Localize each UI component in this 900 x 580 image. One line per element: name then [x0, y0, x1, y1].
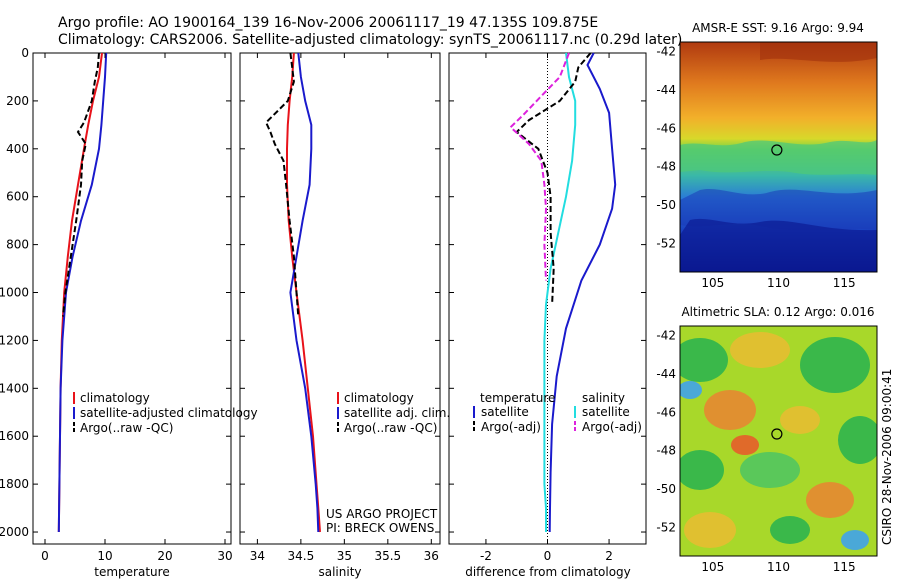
y-tick-label: 200 — [6, 94, 29, 108]
y-tick-label: 2000 — [0, 525, 29, 539]
credit-pi: PI: BRECK OWENS — [326, 521, 434, 535]
header-line1: Argo profile: AO 1900164_139 16-Nov-2006… — [58, 15, 598, 31]
map-y-tick-label: -50 — [656, 198, 676, 212]
series-argo-raw-qc- — [264, 52, 300, 317]
legend-heading-salinity: salinity — [582, 391, 625, 405]
map-y-tick-label: -44 — [656, 367, 676, 381]
legend-label-climatology: climatology — [344, 391, 414, 405]
header-line2: Climatology: CARS2006. Satellite-adjuste… — [58, 32, 682, 48]
map-y-tick-label: -46 — [656, 121, 676, 135]
credit-project: US ARGO PROJECT — [326, 507, 438, 521]
x-tick-label: 0 — [544, 549, 552, 563]
legend-label-climatology: climatology — [80, 391, 150, 405]
map-y-tick-label: -48 — [656, 444, 676, 458]
x-tick-label: 0 — [41, 549, 49, 563]
temperature-xlabel: temperature — [94, 565, 169, 579]
salinity-legend: climatology satellite adj. clim. Argo(..… — [337, 391, 450, 435]
profile-curves — [57, 52, 617, 533]
series-argo-raw-qc- — [62, 52, 100, 317]
y-tick-label: 1800 — [0, 477, 29, 491]
temperature-legend: climatology satellite-adjusted climatolo… — [73, 391, 258, 435]
sla-map-image — [680, 326, 877, 556]
series-satellite-adj-clim- — [289, 52, 320, 533]
sst-map-frame — [679, 41, 878, 273]
salinity-xlabel: salinity — [318, 565, 361, 579]
x-tick-label: 20 — [157, 549, 172, 563]
x-tick-label: 34.5 — [288, 549, 315, 563]
credit-csiro: CSIRO 28-Nov-2006 09:00:41 — [880, 369, 894, 545]
map-x-tick-label: 110 — [767, 560, 790, 574]
series-temperature-argo-adj- — [515, 52, 592, 305]
legend-label-satellite: satellite adj. clim. — [344, 406, 450, 420]
x-tick-label: 30 — [217, 549, 232, 563]
x-tick-label: 35.5 — [374, 549, 401, 563]
legend-label-satellite: satellite-adjusted climatology — [80, 406, 258, 420]
salinity-plot-frame — [239, 52, 441, 545]
x-tick-label: 34 — [250, 549, 265, 563]
y-tick-label: 400 — [6, 142, 29, 156]
legend-heading-temperature: temperature — [480, 391, 555, 405]
map-x-tick-label: 115 — [833, 276, 856, 290]
sla-map-frame — [679, 325, 878, 557]
map-x-tick-label: 105 — [701, 276, 724, 290]
map-y-tick-label: -52 — [656, 520, 676, 534]
legend-label-sat-sal: satellite — [582, 405, 630, 419]
series-temperature-satellite — [548, 52, 617, 533]
legend-label-argo: Argo(..raw -QC) — [344, 421, 437, 435]
difference-legend: temperature satellite Argo(-adj) salinit… — [473, 391, 642, 434]
series-salinity-argo-adj- — [509, 52, 570, 281]
map-y-tick-label: -52 — [656, 236, 676, 250]
map-x-tick-label: 110 — [767, 276, 790, 290]
sla-map-title: Altimetric SLA: 0.12 Argo: 0.016 — [681, 305, 874, 319]
y-tick-label: 1200 — [0, 333, 29, 347]
x-tick-label: -2 — [480, 549, 492, 563]
map-y-tick-label: -42 — [656, 329, 676, 343]
legend-label-argo-temp: Argo(-adj) — [481, 420, 541, 434]
map-x-tick-label: 105 — [701, 560, 724, 574]
legend-label-argo-sal: Argo(-adj) — [582, 420, 642, 434]
map-y-tick-label: -50 — [656, 482, 676, 496]
difference-xlabel: difference from climatology — [465, 565, 631, 579]
y-tick-label: 0 — [21, 46, 29, 60]
sla-argo-marker — [771, 428, 783, 440]
temperature-plot-frame — [32, 52, 232, 545]
sst-argo-marker — [771, 144, 783, 156]
x-tick-label: 10 — [97, 549, 112, 563]
sst-map-image — [680, 42, 877, 272]
legend-label-argo: Argo(..raw -QC) — [80, 421, 173, 435]
y-tick-label: 1400 — [0, 381, 29, 395]
y-tick-label: 800 — [6, 238, 29, 252]
series-satellite-adjusted-climatology — [57, 52, 108, 533]
legend-label-sat-temp: satellite — [481, 405, 529, 419]
sst-map-title: AMSR-E SST: 9.16 Argo: 9.94 — [692, 21, 864, 35]
map-y-tick-label: -48 — [656, 160, 676, 174]
x-tick-label: 36 — [424, 549, 439, 563]
x-tick-label: 2 — [605, 549, 613, 563]
map-y-tick-label: -42 — [656, 45, 676, 59]
map-y-tick-label: -44 — [656, 83, 676, 97]
y-tick-label: 1600 — [0, 429, 29, 443]
y-tick-label: 1000 — [0, 286, 29, 300]
x-tick-label: 35 — [337, 549, 352, 563]
y-tick-label: 600 — [6, 190, 29, 204]
map-y-tick-label: -46 — [656, 405, 676, 419]
map-x-tick-label: 115 — [833, 560, 856, 574]
series-climatology — [286, 52, 321, 533]
series-salinity-satellite — [543, 52, 577, 532]
